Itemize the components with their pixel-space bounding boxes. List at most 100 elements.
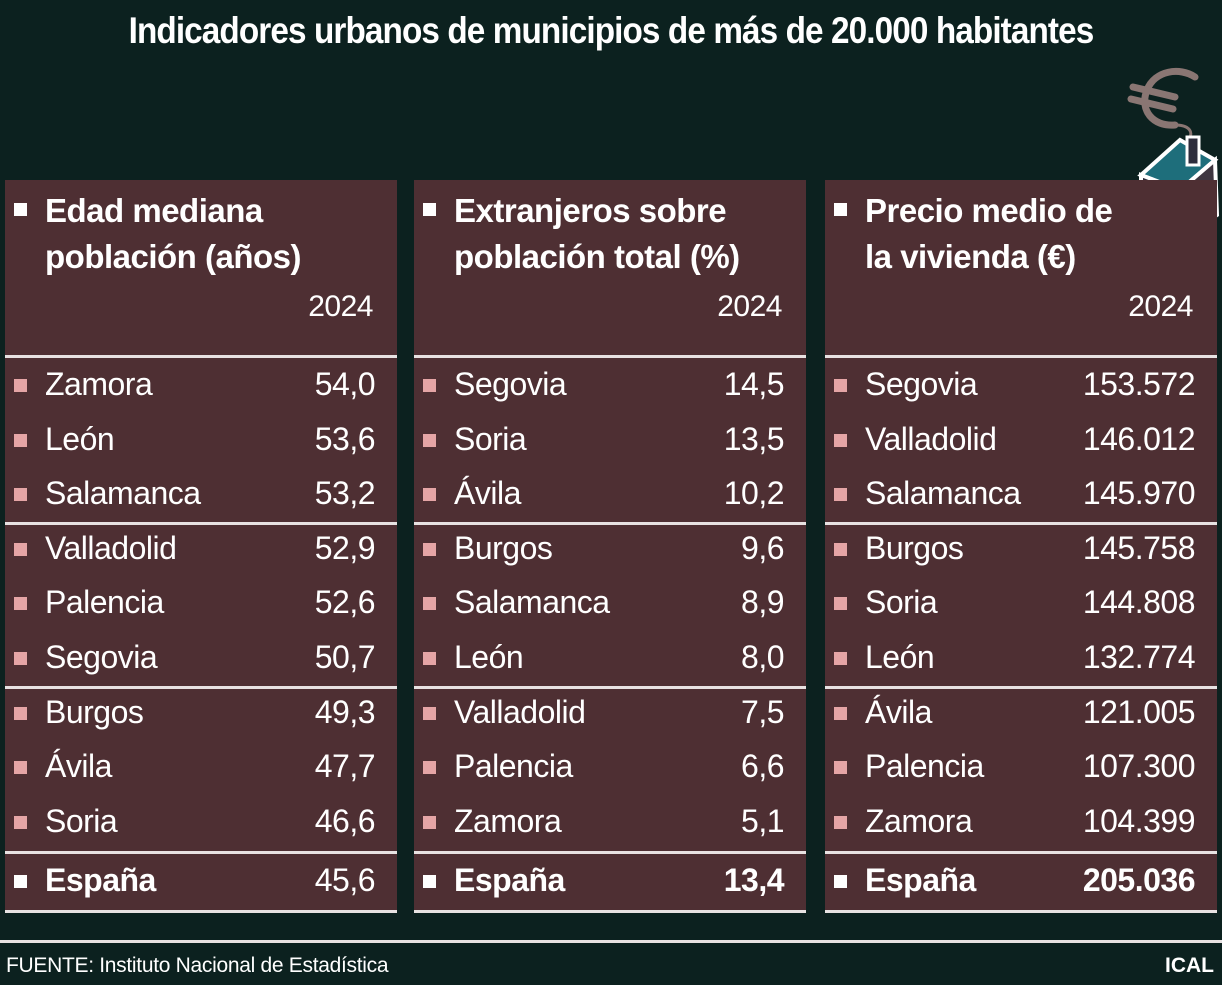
table-row: Zamora 104.399 (825, 795, 1217, 849)
bullet-square-icon (14, 433, 27, 447)
row-divider (825, 910, 1217, 913)
bullet-square-icon (423, 488, 436, 502)
table-row: Palencia 107.300 (825, 740, 1217, 794)
bullet-square-icon (834, 203, 847, 216)
row-name: Salamanca (865, 475, 1021, 512)
row-divider (825, 851, 1217, 854)
table-title: Extranjeros sobre población total (%) (454, 188, 740, 280)
table-row: Salamanca 53,2 (5, 467, 397, 521)
bullet-square-icon (834, 652, 847, 665)
table-panel: Precio medio de la vivienda (€) 2024 Segovi… (825, 180, 1217, 913)
bullet-square-icon (423, 652, 436, 665)
table-panel: Extranjeros sobre población total (%) 2024… (414, 180, 806, 913)
bullet-square-icon (423, 706, 436, 720)
row-name: Soria (45, 802, 118, 839)
table-title: Precio medio de la vivienda (€) (865, 188, 1113, 280)
row-value: 47,7 (314, 748, 376, 785)
table-title-line2: población (años) (45, 238, 302, 275)
row-divider (5, 851, 397, 854)
table-header: Extranjeros sobre población total (%) 2024 (414, 180, 806, 355)
table-title-line1: Precio medio de (865, 192, 1113, 229)
row-value: 13,4 (723, 862, 785, 898)
table-title-line2: la vivienda (€) (865, 238, 1076, 275)
table-row: Ávila 47,7 (5, 740, 397, 794)
table-title: Edad mediana población (años) (45, 188, 302, 280)
row-name: Valladolid (45, 529, 177, 566)
row-value: 144.808 (1082, 584, 1196, 621)
bullet-square-icon (423, 542, 436, 556)
row-value: 50,7 (314, 639, 376, 675)
row-value: 13,5 (723, 420, 785, 457)
table-row: Valladolid 52,9 (5, 522, 397, 576)
row-name: Zamora (454, 802, 562, 839)
row-name: Salamanca (454, 584, 610, 621)
table-row: Valladolid 146.012 (825, 413, 1217, 467)
bullet-square-icon (14, 203, 27, 216)
bullet-square-icon (14, 706, 27, 720)
row-value: 146.012 (1082, 420, 1196, 457)
table-title-line1: Edad mediana (45, 192, 263, 229)
row-divider (5, 355, 397, 358)
bullet-square-icon (14, 875, 27, 888)
table-row-total: España 45,6 (5, 854, 397, 908)
column-year: 2024 (308, 290, 373, 323)
row-name: España (45, 862, 156, 898)
bullet-square-icon (834, 542, 847, 556)
row-value: 5,1 (741, 802, 784, 839)
row-name: Burgos (454, 529, 553, 566)
bullet-square-icon (423, 379, 436, 392)
table-row-total: España 205.036 (825, 854, 1217, 908)
title-text: Indicadores urbanos de municipios de más… (128, 10, 1095, 51)
table-row: Segovia 14,5 (414, 358, 806, 412)
row-name: Salamanca (45, 475, 201, 512)
bullet-square-icon (14, 815, 27, 829)
table-panel: Edad mediana población (años) 2024 Zamora 54… (5, 180, 397, 913)
table-row: Burgos 145.758 (825, 522, 1217, 576)
column-year: 2024 (717, 290, 782, 323)
table-row: Soria 46,6 (5, 795, 397, 849)
row-value: 54,0 (314, 366, 376, 402)
table-row: Salamanca 145.970 (825, 467, 1217, 521)
column-year: 2024 (1128, 290, 1193, 323)
row-name: Burgos (865, 529, 964, 566)
table-row: Zamora 5,1 (414, 795, 806, 849)
bullet-square-icon (14, 652, 27, 665)
table-row: Burgos 9,6 (414, 522, 806, 576)
bullet-square-icon (423, 761, 436, 775)
row-name: Segovia (865, 366, 978, 402)
bullet-square-icon (14, 542, 27, 556)
row-value: 49,3 (314, 693, 376, 730)
row-value: 153.572 (1082, 366, 1196, 402)
table-row: Zamora 54,0 (5, 358, 397, 412)
table-row: León 53,6 (5, 413, 397, 467)
row-name: España (865, 862, 976, 898)
row-name: Ávila (45, 748, 112, 785)
row-name: Soria (865, 584, 938, 621)
table-row-total: España 13,4 (414, 854, 806, 908)
row-name: España (454, 862, 565, 898)
table-header: Precio medio de la vivienda (€) 2024 (825, 180, 1217, 355)
row-value: 8,0 (741, 639, 784, 675)
row-value: 53,6 (314, 420, 376, 457)
bullet-square-icon (423, 815, 436, 829)
table-row: León 132.774 (825, 631, 1217, 685)
row-name: Valladolid (454, 693, 586, 730)
row-name: Ávila (454, 475, 521, 512)
row-name: León (865, 639, 935, 675)
table-row: Palencia 52,6 (5, 576, 397, 630)
bullet-square-icon (834, 379, 847, 392)
bullet-square-icon (14, 379, 27, 392)
row-value: 132.774 (1082, 639, 1196, 675)
source-note: FUENTE: Instituto Nacional de Estadístic… (6, 954, 389, 977)
bullet-square-icon (14, 488, 27, 502)
footer-divider (0, 940, 1222, 943)
row-value: 121.005 (1082, 693, 1196, 730)
row-divider (825, 355, 1217, 358)
row-value: 145.758 (1082, 529, 1196, 566)
row-value: 107.300 (1082, 748, 1196, 785)
row-value: 14,5 (723, 366, 785, 402)
bullet-square-icon (834, 488, 847, 502)
bullet-square-icon (14, 597, 27, 611)
row-value: 46,6 (314, 802, 376, 839)
row-name: León (45, 420, 115, 457)
